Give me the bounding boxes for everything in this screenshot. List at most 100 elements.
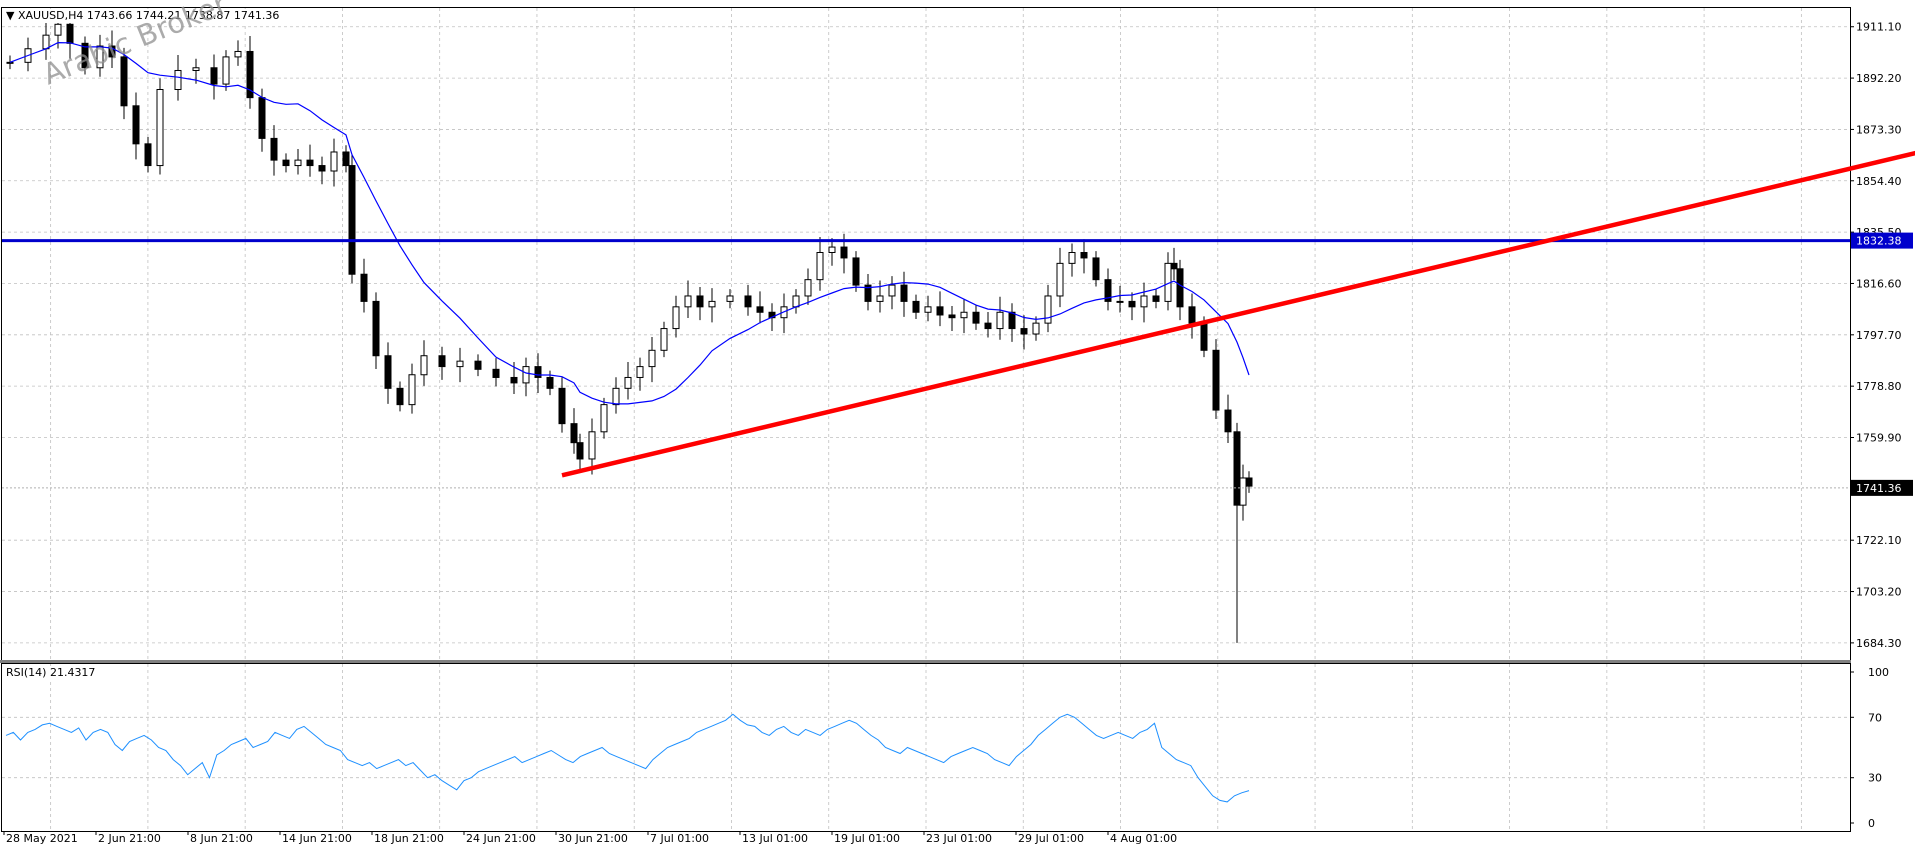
candle-body: [1128, 300, 1136, 308]
candle-body: [408, 374, 416, 406]
candle-body: [588, 431, 596, 460]
low-value: 1738.87: [184, 9, 231, 22]
candle-body: [570, 423, 578, 444]
candle-body: [96, 45, 104, 69]
candle-body: [1170, 262, 1178, 270]
time-tick-label: 24 Jun 21:00: [466, 832, 536, 845]
candle-body: [306, 159, 314, 167]
candle-body: [108, 45, 116, 58]
rsi-grid: [2, 664, 1850, 831]
trendline[interactable]: [561, 150, 1915, 478]
candle-body: [420, 355, 428, 376]
candle-body: [648, 349, 656, 368]
price-tick-label: 1873.30: [1856, 123, 1902, 136]
time-tick-label: 2 Jun 21:00: [98, 832, 161, 845]
dropdown-triangle-icon[interactable]: ▼: [6, 9, 15, 22]
high-value: 1744.21: [135, 9, 182, 22]
time-tick-label: 13 Jul 01:00: [742, 832, 808, 845]
candle-body: [876, 295, 884, 302]
price-tick-label: 1759.90: [1856, 432, 1902, 445]
price-tick-label: 1703.20: [1856, 586, 1902, 599]
candle-body: [348, 165, 356, 275]
candle-body: [1212, 349, 1220, 411]
candle-body: [1104, 279, 1112, 302]
candle-body: [132, 105, 140, 145]
rsi-tick-label: 70: [1868, 711, 1882, 724]
candle-body: [174, 69, 182, 90]
candle-body: [828, 246, 836, 253]
close-value: 1741.36: [233, 9, 280, 22]
rsi-axis: 100 70 30 0: [1850, 666, 1889, 830]
price-tick-label: 1911.10: [1856, 21, 1902, 34]
candle-body: [546, 376, 554, 389]
time-axis[interactable]: 28 May 2021 2 Jun 21:00 8 Jun 21:00 14 Jun …: [3, 831, 1177, 845]
candle-body: [756, 306, 764, 313]
candle-body: [1020, 328, 1028, 335]
candle-body: [120, 56, 128, 107]
price-tick-label: 1892.20: [1856, 72, 1902, 85]
candle-body: [558, 387, 566, 425]
rsi-line: [5, 713, 1250, 803]
candle-body: [438, 355, 446, 368]
current-price-label: 1741.36: [1856, 482, 1902, 495]
candle-body: [816, 252, 824, 281]
candle-body: [6, 61, 14, 64]
time-tick-label: 14 Jun 21:00: [282, 832, 352, 845]
candle-body: [360, 273, 368, 302]
candle-body: [510, 376, 518, 384]
candle-body: [222, 56, 230, 85]
candle-body: [42, 34, 50, 50]
candle-body: [948, 314, 956, 319]
price-tick-label: 1854.40: [1856, 175, 1902, 188]
candle-body: [1080, 252, 1088, 259]
candle-body: [1152, 295, 1160, 302]
candle-body: [474, 360, 482, 370]
candle-body: [996, 311, 1004, 330]
candle-body: [624, 376, 632, 389]
symbol-label: XAUUSD,H4: [17, 9, 84, 22]
candle-body: [708, 300, 716, 308]
candle-body: [1068, 252, 1076, 264]
candle-body: [912, 300, 920, 313]
candle-body: [924, 306, 932, 313]
candle-body: [1044, 295, 1052, 324]
time-tick-label: 8 Jun 21:00: [190, 832, 253, 845]
rsi-tick-label: 0: [1868, 817, 1875, 830]
price-tick-label: 1816.60: [1856, 277, 1902, 290]
candle-body: [1188, 306, 1196, 324]
candle-body: [1245, 477, 1253, 487]
time-tick-label: 18 Jun 21:00: [374, 832, 444, 845]
candle-body: [636, 366, 644, 378]
candle-body: [684, 295, 692, 308]
candle-body: [66, 23, 74, 44]
candle-body: [258, 97, 266, 139]
horizontal-line-label: 1832.38: [1856, 235, 1902, 248]
candle-body: [1200, 322, 1208, 351]
candle-body: [1116, 300, 1124, 303]
candle-body: [234, 50, 242, 58]
candle-body: [900, 284, 908, 302]
candle-body: [1176, 268, 1184, 308]
candle-body: [246, 50, 254, 99]
candle-body: [192, 67, 200, 71]
price-axis[interactable]: 1911.101892.201873.301854.401835.501816.…: [1850, 21, 1913, 650]
candle-body: [372, 300, 380, 357]
chart-header: ▼ XAUUSD,H4 1743.66 1744.21 1738.87 1741…: [4, 9, 282, 23]
candle-body: [522, 366, 530, 384]
time-tick-label: 23 Jul 01:00: [926, 832, 992, 845]
rsi-tick-label: 30: [1868, 772, 1882, 785]
candle-body: [852, 257, 860, 286]
rsi-tick-label: 100: [1868, 666, 1889, 679]
candle-body: [726, 295, 734, 302]
candle-body: [456, 360, 464, 368]
candle-body: [396, 387, 404, 406]
time-tick-label: 28 May 2021: [6, 832, 78, 845]
candle-series: [6, 10, 1253, 643]
candle-body: [81, 42, 89, 69]
candle-body: [804, 279, 812, 297]
candle-body: [1233, 431, 1241, 506]
price-tick-label: 1778.80: [1856, 380, 1902, 393]
horizontal-line-tag: [1851, 232, 1913, 249]
